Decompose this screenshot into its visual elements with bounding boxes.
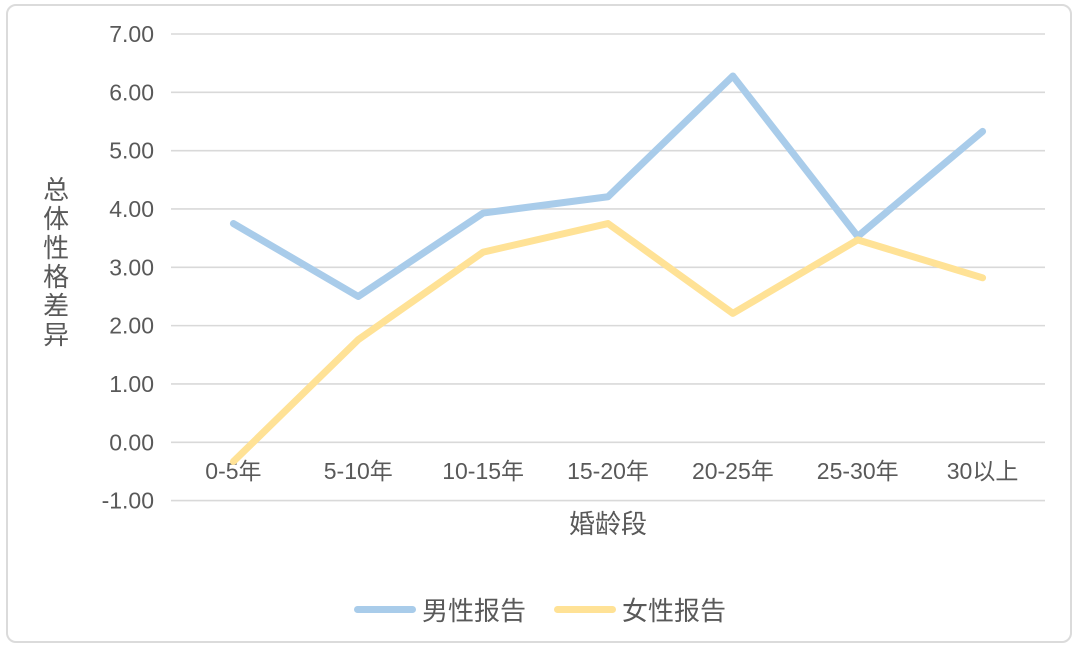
series-lines xyxy=(229,72,987,466)
chart-card xyxy=(6,4,1072,643)
y-tick-label: 6.00 xyxy=(109,79,154,105)
series-line-male-report xyxy=(229,72,987,300)
x-tick-label: 25-30年 xyxy=(817,458,899,484)
y-tick-label: 3.00 xyxy=(109,254,154,280)
y-tick-label: 1.00 xyxy=(109,371,154,397)
x-tick-label: 15-20年 xyxy=(567,458,649,484)
x-tick-label: 10-15年 xyxy=(442,458,524,484)
x-tick-label: 20-25年 xyxy=(692,458,774,484)
y-tick-label: 7.00 xyxy=(109,21,154,47)
y-tick-label: 5.00 xyxy=(109,138,154,164)
y-tick-label: 2.00 xyxy=(109,313,154,339)
y-tick-label: 0.00 xyxy=(109,429,154,455)
series-line-female-report xyxy=(229,220,987,466)
female-series-swatch xyxy=(554,606,616,613)
y-tick-label: -1.00 xyxy=(102,488,154,514)
y-axis-tick-labels: -1.00 0.00 1.00 2.00 3.00 4.00 5.00 6.00… xyxy=(102,21,154,514)
legend-label: 男性报告 xyxy=(421,596,526,626)
y-tick-label: 4.00 xyxy=(109,196,154,222)
x-tick-label: 30以上 xyxy=(947,458,1019,484)
legend-item-male-report: 男性报告 xyxy=(353,591,526,628)
legend: 男性报告 女性报告 xyxy=(0,591,1080,628)
x-tick-label: 5-10年 xyxy=(324,458,393,484)
y-axis-title: 总体性格差异 xyxy=(39,176,70,350)
male-series-swatch xyxy=(353,606,416,613)
x-axis-tick-labels: 0-5年 5-10年 10-15年 15-20年 20-25年 25-30年 3… xyxy=(205,458,1018,484)
x-axis-title: 婚龄段 xyxy=(568,509,647,539)
legend-label: 女性报告 xyxy=(622,596,727,626)
legend-item-female-report: 女性报告 xyxy=(554,591,726,628)
gridlines xyxy=(171,33,1045,502)
